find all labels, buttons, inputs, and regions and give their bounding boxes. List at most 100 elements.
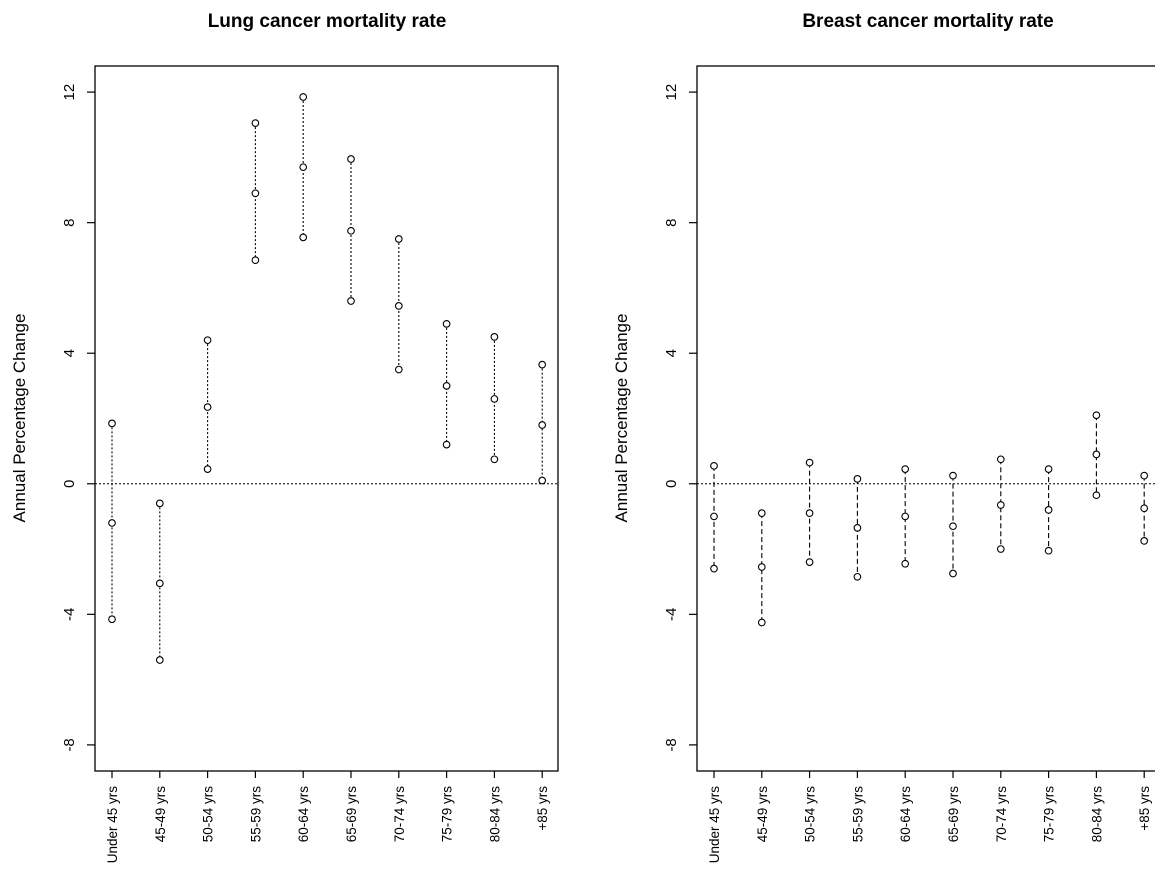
lung-cancer-panel: Lung cancer mortality rate Annual Percen… [10, 11, 559, 864]
breast-category-label: 70-74 yrs [994, 786, 1009, 843]
breast-category-label: 65-69 yrs [946, 786, 961, 843]
lung-category-label: +85 yrs [535, 786, 550, 831]
breast-upper-bound-point [1044, 465, 1053, 473]
breast-lower-bound-point [949, 569, 957, 578]
breast-upper-bound-point [710, 461, 718, 470]
lung-estimate-point [251, 189, 260, 198]
lung-chart-title: Lung cancer mortality rate [208, 11, 447, 32]
lung-upper-bound-point [108, 419, 116, 428]
lung-category-label: 65-69 yrs [344, 786, 359, 843]
breast-upper-bound-point [1092, 411, 1101, 420]
lung-estimate-point [299, 163, 308, 172]
lung-category-label: Under 45 yrs [105, 786, 120, 864]
breast-y-tick-label: 4 [663, 349, 680, 357]
breast-y-tick-label: 12 [663, 84, 680, 101]
lung-lower-bound-point [155, 656, 164, 664]
lung-estimate-point [108, 519, 116, 527]
lung-lower-bound-point [347, 297, 355, 305]
breast-lower-bound-point [1092, 491, 1101, 500]
breast-lower-bound-point [1044, 546, 1053, 555]
lung-lower-bound-point [442, 440, 451, 449]
lung-category-label: 45-49 yrs [153, 786, 168, 843]
breast-plot-frame [696, 65, 1155, 772]
lung-lower-bound-point [538, 476, 547, 485]
lung-plot-frame [94, 65, 559, 772]
breast-lower-bound-point [757, 618, 766, 627]
lung-y-tick-label: 0 [61, 480, 78, 488]
lung-category-label: 55-59 yrs [248, 786, 263, 843]
lung-upper-bound-point [299, 93, 308, 101]
breast-category-label: 80-84 yrs [1089, 786, 1104, 843]
breast-y-tick-label: -4 [663, 608, 680, 621]
lung-lower-bound-point [299, 233, 308, 242]
breast-estimate-point [853, 523, 862, 532]
breast-upper-bound-point [853, 475, 862, 483]
lung-upper-bound-point [442, 319, 451, 328]
lung-upper-bound-point [251, 119, 260, 127]
lung-category-label: 80-84 yrs [487, 786, 502, 843]
lung-category-label: 75-79 yrs [440, 786, 455, 843]
breast-y-tick-label: 0 [663, 480, 680, 488]
lung-category-label: 70-74 yrs [392, 786, 407, 843]
breast-estimate-point [996, 501, 1005, 509]
lung-lower-bound-point [108, 615, 116, 624]
lung-y-tick-label: -4 [61, 608, 78, 621]
lung-lower-bound-point [203, 465, 212, 473]
breast-estimate-point [1140, 504, 1149, 513]
breast-estimate-point [1092, 450, 1101, 459]
breast-estimate-point [805, 509, 814, 518]
lung-y-tick-label: 4 [61, 349, 78, 357]
lung-category-label: 60-64 yrs [296, 786, 311, 843]
breast-estimate-point [949, 522, 957, 531]
lung-y-tick-label: 8 [61, 218, 78, 226]
breast-upper-bound-point [757, 509, 766, 518]
lung-upper-bound-point [394, 235, 403, 243]
lung-upper-bound-point [203, 336, 212, 345]
lung-upper-bound-point [490, 333, 499, 341]
lung-estimate-point [490, 395, 499, 403]
breast-lower-bound-point [805, 558, 814, 566]
lung-estimate-point [347, 226, 355, 235]
breast-estimate-point [1044, 506, 1053, 514]
breast-lower-bound-point [853, 572, 862, 581]
lung-upper-bound-point [347, 155, 355, 163]
breast-upper-bound-point [949, 471, 957, 480]
breast-category-label: 45-49 yrs [755, 786, 770, 843]
lung-y-tick-label: 12 [61, 84, 78, 101]
lung-estimate-point [394, 302, 403, 310]
breast-cancer-panel: Breast cancer mortality rate Annual Perc… [612, 11, 1155, 863]
breast-lower-bound-point [710, 564, 718, 573]
breast-y-tick-label: 8 [663, 218, 680, 226]
breast-upper-bound-point [996, 455, 1005, 464]
breast-lower-bound-point [1140, 537, 1149, 545]
lung-estimate-point [155, 579, 164, 588]
lung-y-axis-label: Annual Percentage Change [10, 314, 29, 523]
lung-category-label: 50-54 yrs [201, 786, 216, 843]
breast-upper-bound-point [805, 458, 814, 467]
breast-upper-bound-point [1140, 471, 1149, 480]
breast-estimate-point [710, 512, 718, 521]
lung-lower-bound-point [490, 455, 499, 464]
lung-estimate-point [203, 403, 212, 411]
lung-upper-bound-point [155, 499, 164, 508]
breast-estimate-point [757, 563, 766, 571]
breast-chart-title: Breast cancer mortality rate [802, 11, 1053, 32]
breast-y-axis-label: Annual Percentage Change [612, 314, 631, 523]
breast-upper-bound-point [901, 465, 910, 473]
breast-category-label: 55-59 yrs [850, 786, 865, 843]
lung-lower-bound-point [251, 256, 260, 265]
breast-y-tick-label: -8 [663, 738, 680, 751]
breast-category-label: Under 45 yrs [707, 786, 722, 864]
breast-lower-bound-point [996, 545, 1005, 553]
breast-category-label: 75-79 yrs [1042, 786, 1057, 843]
breast-estimate-point [901, 512, 910, 521]
breast-category-label: +85 yrs [1137, 786, 1152, 831]
lung-estimate-point [538, 421, 547, 429]
lung-lower-bound-point [394, 365, 403, 374]
lung-upper-bound-point [538, 360, 547, 369]
breast-category-label: 60-64 yrs [898, 786, 913, 843]
breast-category-label: 50-54 yrs [803, 786, 818, 843]
lung-y-tick-label: -8 [61, 738, 78, 751]
breast-lower-bound-point [901, 559, 910, 568]
